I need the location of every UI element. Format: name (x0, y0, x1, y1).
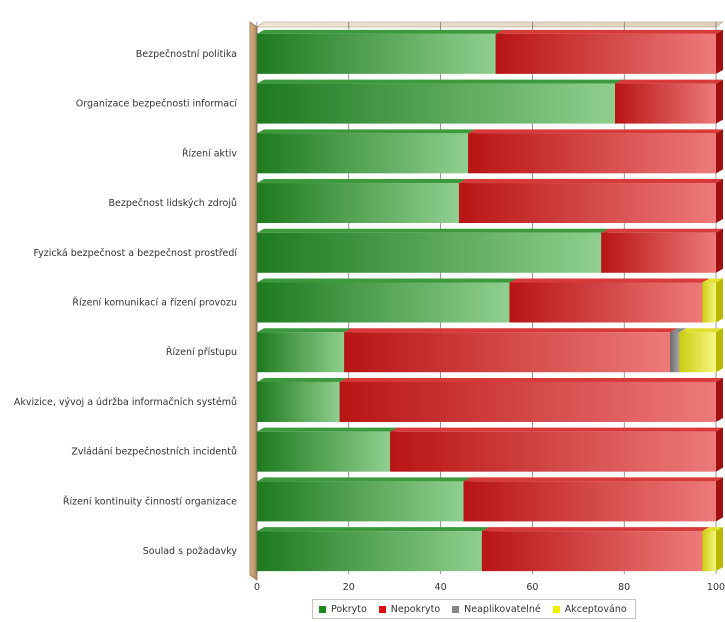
bar-top-akceptovano (679, 328, 723, 333)
bar-pokryto (257, 232, 602, 273)
bar-side-nepokryto (716, 228, 723, 273)
bar-top-neaplikovatelne (670, 328, 687, 333)
legend-item-akceptovano[interactable]: Akceptováno (552, 603, 627, 615)
bar-pokryto (257, 33, 496, 74)
bar-top-nepokryto (601, 228, 723, 233)
x-tick-label: 20 (343, 582, 355, 593)
chart-legend: Pokryto Nepokryto Neaplikovatelné Akcept… (312, 599, 636, 619)
bar-top-nepokryto (344, 328, 678, 333)
bar-nepokryto (339, 381, 716, 422)
bar-pokryto (257, 282, 510, 323)
bar-side-akceptovano (716, 278, 723, 323)
bar-top-pokryto (257, 278, 517, 283)
legend-label-pokryto: Pokryto (331, 603, 367, 615)
bar-side-nepokryto (716, 427, 723, 472)
bar-top-nepokryto (481, 527, 710, 532)
category-label-rizeni-pristupu: Řízení přístupu (166, 347, 237, 358)
category-label-zvladani-bezpecnostnich-incidentu: Zvládání bezpečnostních incidentů (71, 447, 237, 458)
category-label-organizace-bezpecnosti-informaci: Organizace bezpečnosti informací (76, 99, 238, 110)
legend-label-akceptovano: Akceptováno (564, 603, 627, 615)
bar-nepokryto (390, 431, 716, 472)
legend-swatch-pokryto (319, 605, 326, 613)
bar-top-nepokryto (509, 278, 710, 283)
bar-nepokryto (463, 481, 716, 522)
legend-label-nepokryto: Nepokryto (390, 603, 441, 615)
bar-top-nepokryto (339, 377, 723, 382)
bar-side-nepokryto (716, 179, 723, 224)
category-label-akvizice-vyvoj-a-udrzba-informacnich-systemu: Akvizice, vývoj a údržba informačních sy… (14, 397, 237, 408)
bar-top-akceptovano (702, 278, 723, 283)
bar-pokryto (257, 481, 464, 522)
x-tick-label: 60 (526, 582, 538, 593)
bar-nepokryto (509, 282, 703, 323)
bar-pokryto (257, 381, 340, 422)
bar-top-pokryto (257, 477, 471, 482)
bar-top-pokryto (257, 79, 623, 84)
bar-pokryto (257, 531, 482, 572)
bar-nepokryto (468, 133, 716, 174)
bar-side-nepokryto (716, 477, 723, 522)
bar-top-nepokryto (390, 427, 723, 432)
bar-side-nepokryto (716, 377, 723, 422)
legend-swatch-neaplikovatelne (452, 605, 460, 613)
x-tick-label: 80 (618, 582, 630, 593)
category-label-bezpecnost-lidskych-zdroju: Bezpečnost lidských zdrojů (109, 198, 237, 209)
bar-akceptovano (702, 531, 716, 572)
bar-top-akceptovano (702, 527, 723, 532)
bar-akceptovano (702, 282, 716, 323)
bar-nepokryto (344, 332, 671, 373)
bar-top-pokryto (257, 377, 347, 382)
bar-pokryto (257, 332, 345, 373)
bar-top-pokryto (257, 427, 398, 432)
bar-pokryto (257, 133, 469, 174)
bar-side-nepokryto (716, 129, 723, 174)
category-label-fyzicka-bezpecnost-a-bezpecnost-prostredi: Fyzická bezpečnost a bezpečnost prostřed… (34, 248, 238, 259)
bar-pokryto (257, 83, 616, 124)
bar-nepokryto (495, 33, 716, 74)
bar-akceptovano (679, 332, 716, 373)
legend-swatch-nepokryto (378, 605, 386, 613)
bar-top-pokryto (257, 328, 352, 333)
bar-side-nepokryto (716, 29, 723, 74)
bar-nepokryto (615, 83, 716, 124)
bar-neaplikovatelne (670, 332, 680, 373)
bar-top-pokryto (257, 228, 609, 233)
bar-nepokryto (601, 232, 716, 273)
x-tick-label: 40 (435, 582, 447, 593)
bar-nepokryto (481, 531, 703, 572)
bar-pokryto (257, 431, 391, 472)
category-label-soulad-s-pozadavky: Soulad s požadavky (143, 546, 238, 557)
bar-nepokryto (458, 183, 716, 224)
bar-side-akceptovano (716, 527, 723, 572)
legend-item-neaplikovatelne[interactable]: Neaplikovatelné (452, 604, 541, 615)
x-tick-label: 100 (707, 582, 725, 593)
legend-swatch-akceptovano (552, 605, 560, 613)
legend-label-neaplikovatelne: Neaplikovatelné (464, 603, 541, 615)
bar-top-nepokryto (463, 477, 723, 482)
bar-top-nepokryto (495, 29, 723, 34)
bar-pokryto (257, 183, 459, 224)
chart-top-wall (255, 21, 725, 28)
bar-top-nepokryto (458, 179, 723, 184)
bar-side-nepokryto (716, 79, 723, 124)
x-tick-label: 0 (254, 582, 260, 593)
category-label-rizeni-kontinuity-cinnosti-organizace: Řízení kontinuity činností organizace (63, 496, 237, 507)
legend-item-pokryto[interactable]: Pokryto (319, 604, 367, 615)
category-label-rizeni-aktiv: Řízení aktiv (182, 148, 237, 159)
bar-top-pokryto (257, 179, 466, 184)
bar-side-akceptovano (716, 328, 723, 373)
category-label-rizeni-komunikaci-a-rizeni-provozu: Řízení komunikací a řízení provozu (72, 298, 237, 309)
legend-item-nepokryto[interactable]: Nepokryto (378, 603, 441, 615)
bar-top-nepokryto (468, 129, 723, 134)
chart-left-wall (249, 21, 258, 581)
bar-top-pokryto (257, 129, 476, 134)
category-label-bezpecnostni-politika: Bezpečnostní politika (136, 49, 237, 60)
bar-top-pokryto (257, 527, 489, 532)
bar-top-pokryto (257, 29, 503, 34)
bar-top-nepokryto (615, 79, 723, 84)
